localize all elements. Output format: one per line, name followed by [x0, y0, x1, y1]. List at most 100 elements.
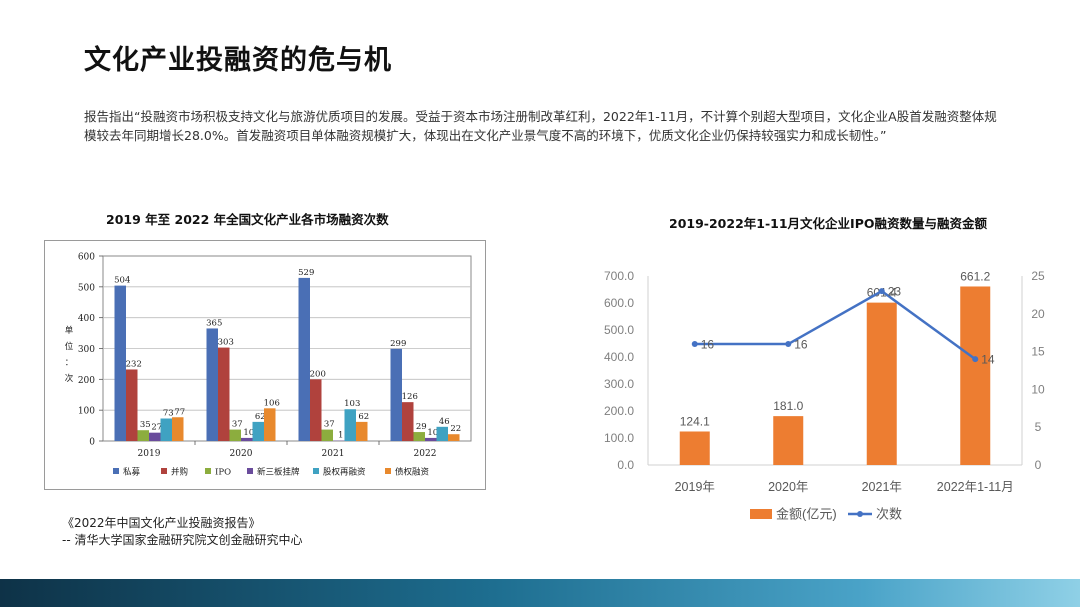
x-tick-label: 2022年1-11月	[937, 480, 1014, 494]
bar-data-label: 10	[427, 428, 438, 438]
page-title: 文化产业投融资的危与机	[84, 45, 392, 76]
y-tick-label: 100	[78, 407, 95, 417]
x-tick-label: 2020年	[768, 480, 808, 494]
line-count-point	[878, 288, 885, 295]
x-tick-label: 2020	[230, 449, 253, 459]
bar-私募	[206, 328, 218, 441]
legend-label-amount: 金额(亿元)	[776, 507, 837, 522]
bar-amount	[866, 302, 897, 465]
bar-data-label: 46	[439, 417, 450, 427]
left-y-tick-label: 300.0	[604, 377, 634, 391]
bar-私募	[298, 277, 310, 441]
bar-data-label: 73	[163, 408, 174, 418]
line-count-point	[691, 341, 698, 348]
y-tick-label: 200	[78, 376, 95, 386]
y-axis-label-char: 单	[65, 325, 74, 336]
right-chart-title: 2019-2022年1-11月文化企业IPO融资数量与融资金额	[669, 216, 987, 231]
bar-债权融资	[172, 417, 184, 441]
bar-债权融资	[264, 408, 276, 441]
legend-label: 新三板挂牌	[257, 467, 300, 478]
bar-amount	[679, 431, 710, 465]
bar-data-label: 62	[358, 412, 369, 422]
bar-data-label: 126	[402, 392, 418, 402]
legend-swatch	[205, 468, 211, 474]
left-y-tick-label: 500.0	[604, 323, 634, 337]
legend-swatch-amount	[750, 509, 772, 519]
bar-私募	[114, 285, 126, 441]
line-count-label: 16	[794, 338, 808, 352]
bar-私募	[390, 348, 402, 441]
y-tick-label: 600	[78, 253, 95, 263]
bar-data-label: 29	[416, 422, 427, 432]
bar-IPO	[137, 430, 149, 441]
legend-label: 私募	[123, 467, 141, 478]
bar-data-label: 77	[174, 407, 185, 417]
right-y-tick-label: 0	[1035, 458, 1042, 472]
x-tick-label: 2021	[322, 449, 345, 459]
bar-data-label: 200	[310, 369, 326, 379]
source-citation: 《2022年中国文化产业投融资报告》 -- 清华大学国家金融研究院文创金融研究中…	[62, 515, 302, 549]
footer-bar	[0, 579, 1080, 607]
y-axis-label-char: 次	[65, 373, 74, 384]
bar-amount	[960, 286, 991, 465]
left-y-tick-label: 0.0	[617, 458, 634, 472]
intro-paragraph: 报告指出“投融资市场积极支持文化与旅游优质项目的发展。受益于资本市场注册制改革红…	[84, 109, 997, 143]
bar-债权融资	[448, 434, 460, 441]
x-tick-label: 2021年	[862, 480, 902, 494]
right-y-tick-label: 5	[1035, 420, 1042, 434]
bar-新三板挂牌	[425, 437, 437, 441]
line-count-label: 14	[981, 353, 995, 367]
bar-data-label: 504	[114, 276, 130, 286]
bar-新三板挂牌	[241, 437, 253, 441]
bar-amount-label: 181.0	[773, 399, 803, 413]
bar-data-label: 22	[450, 424, 461, 434]
legend-swatch	[385, 468, 391, 474]
bar-并购	[402, 402, 414, 441]
bar-data-label: 529	[298, 268, 314, 278]
bar-债权融资	[356, 421, 368, 441]
legend-label-count: 次数	[876, 507, 902, 522]
bar-amount-label: 124.1	[680, 414, 710, 428]
left-y-tick-label: 400.0	[604, 350, 634, 364]
bar-并购	[218, 347, 230, 441]
right-combo-chart: 0.0 100.0 200.0 300.0 400.0 500.0 600.0 700.0 0 5…	[604, 269, 1045, 522]
left-y-tick-label: 600.0	[604, 296, 634, 310]
x-tick-label: 2022	[414, 449, 437, 459]
y-tick-label: 400	[78, 314, 95, 324]
left-chart-frame: 0 100 200 300 400 500 600 单位 ： 次 2019 504 232 35 27 73 7…	[44, 240, 486, 490]
line-count-label: 16	[701, 338, 715, 352]
bar-data-label: 299	[390, 339, 406, 349]
bar-data-label: 365	[206, 318, 222, 328]
bar-股权再融资	[252, 421, 264, 441]
bar-amount-label: 661.2	[960, 269, 990, 283]
y-tick-label: 300	[78, 345, 95, 355]
bar-data-label: 232	[126, 359, 142, 369]
bar-data-label: 1	[338, 431, 343, 441]
left-chart-title: 2019 年至 2022 年全国文化产业各市场融资次数	[106, 212, 389, 227]
bar-IPO	[413, 432, 425, 441]
x-tick-label: 2019	[138, 449, 161, 459]
bar-并购	[310, 379, 322, 441]
bar-data-label: 35	[140, 420, 151, 430]
bar-data-label: 62	[255, 412, 266, 422]
y-axis-label-char: ：	[65, 358, 74, 368]
bar-amount	[773, 416, 804, 465]
bar-IPO	[321, 429, 333, 441]
bar-股权再融资	[436, 426, 448, 441]
right-y-tick-label: 20	[1031, 307, 1045, 321]
legend-label: 并购	[171, 467, 188, 478]
bar-股权再融资	[160, 418, 172, 441]
line-count-label: 23	[888, 285, 902, 299]
bar-data-label: 37	[232, 420, 243, 430]
line-count-point	[785, 341, 792, 348]
y-axis-label-char: 位	[65, 341, 74, 352]
line-count	[694, 289, 976, 361]
source-title: 《2022年中国文化产业投融资报告》	[62, 516, 261, 530]
legend-swatch	[161, 468, 167, 474]
legend-label: 债权融资	[395, 467, 430, 478]
bar-新三板挂牌	[149, 432, 161, 441]
right-y-tick-label: 25	[1031, 269, 1045, 283]
source-author: -- 清华大学国家金融研究院文创金融研究中心	[62, 533, 303, 547]
left-y-tick-label: 700.0	[604, 269, 634, 283]
